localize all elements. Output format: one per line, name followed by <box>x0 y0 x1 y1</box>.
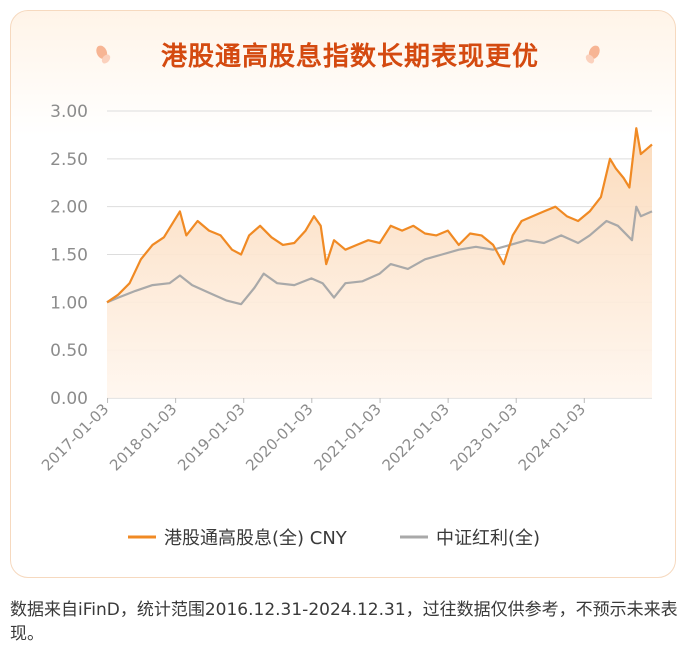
y-tick-label: 3.00 <box>50 102 88 122</box>
x-tick-label: 2023-01-03 <box>447 400 521 474</box>
y-tick-label: 2.00 <box>50 198 88 218</box>
chart-title: 港股通高股息指数长期表现更优 <box>160 42 539 72</box>
y-tick-label: 0.00 <box>50 389 88 409</box>
y-tick-label: 1.00 <box>50 293 88 313</box>
x-tick-label: 2022-01-03 <box>379 400 453 474</box>
y-tick-label: 2.50 <box>50 150 88 170</box>
series-area <box>107 128 652 398</box>
petal-icon <box>585 45 600 64</box>
footnote: 数据来自iFinD，统计范围2016.12.31-2024.12.31，过往数据… <box>10 600 678 644</box>
legend-label: 港股通高股息(全) CNY <box>164 528 348 549</box>
x-tick-label: 2021-01-03 <box>311 400 385 474</box>
x-tick-label: 2018-01-03 <box>106 400 180 474</box>
line-chart: 0.000.501.001.502.002.503.00 2017-01-032… <box>38 102 653 549</box>
y-tick-label: 0.50 <box>50 341 88 361</box>
series-line-hk-dividend <box>106 127 653 304</box>
y-tick-label: 1.50 <box>50 246 88 266</box>
x-tick-label: 2024-01-03 <box>515 400 589 474</box>
x-tick-label: 2019-01-03 <box>174 400 248 474</box>
x-tick-label: 2020-01-03 <box>242 400 316 474</box>
series-line-csi-dividend <box>106 205 653 306</box>
petal-icon <box>96 45 111 64</box>
legend-label: 中证红利(全) <box>436 528 540 549</box>
x-tick-label: 2017-01-03 <box>38 400 112 474</box>
